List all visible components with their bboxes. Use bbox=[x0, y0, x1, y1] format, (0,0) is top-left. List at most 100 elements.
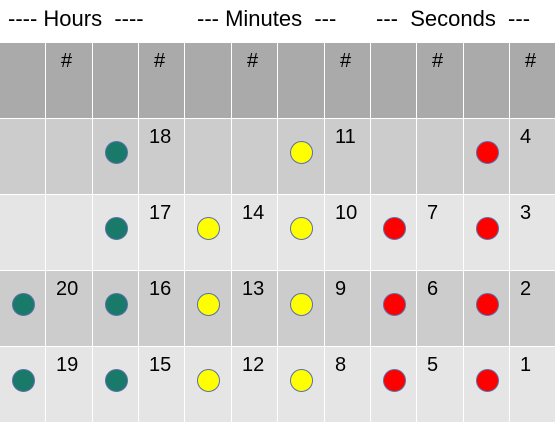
minutes-value-label: 13 bbox=[242, 278, 265, 300]
minutes-value-label: 14 bbox=[242, 202, 265, 224]
minutes-indicator-cell bbox=[185, 119, 232, 195]
column-header-indicator bbox=[464, 43, 510, 119]
hours-value-label: 16 bbox=[149, 278, 172, 300]
column-header-symbol: # bbox=[247, 50, 259, 72]
minutes-value-cell: 10 bbox=[325, 195, 371, 271]
hours-group-label: ---- Hours ---- bbox=[8, 6, 144, 31]
seconds-indicator-cell bbox=[464, 195, 510, 271]
seconds-value-label: 2 bbox=[520, 278, 532, 300]
minutes-value-cell: 14 bbox=[232, 195, 278, 271]
column-header-indicator bbox=[185, 43, 232, 119]
seconds-value-label: 1 bbox=[520, 354, 532, 376]
hours-indicator-cell bbox=[93, 119, 139, 195]
minutes-value-cell: 11 bbox=[325, 119, 371, 195]
minutes-value-label: 11 bbox=[335, 126, 356, 148]
seconds-indicator-cell bbox=[371, 195, 417, 271]
seconds-indicator-cell bbox=[464, 271, 510, 347]
seconds-value-cell: 7 bbox=[417, 195, 464, 271]
hours-value-cell: 20 bbox=[46, 271, 93, 347]
minutes-group-label: --- Minutes --- bbox=[197, 6, 337, 31]
seconds-value-label: 6 bbox=[427, 278, 439, 300]
hours-value-cell bbox=[46, 119, 93, 195]
minutes-value-cell: 13 bbox=[232, 271, 278, 347]
hours-indicator-cell bbox=[93, 271, 139, 347]
seconds-value-cell: 4 bbox=[510, 119, 556, 195]
minutes-dot-icon bbox=[290, 293, 313, 316]
seconds-indicator-cell bbox=[371, 271, 417, 347]
minutes-value-cell bbox=[232, 119, 278, 195]
seconds-dot-icon bbox=[475, 293, 499, 316]
seconds-dot-icon bbox=[475, 217, 499, 240]
seconds-indicator-cell bbox=[371, 119, 417, 195]
seconds-value-cell: 5 bbox=[417, 347, 464, 423]
column-header-indicator bbox=[371, 43, 417, 119]
hours-indicator-cell bbox=[0, 271, 46, 347]
hours-value-label: 20 bbox=[56, 278, 79, 300]
hours-indicator-cell bbox=[93, 195, 139, 271]
minutes-value-cell: 8 bbox=[325, 347, 371, 423]
seconds-value-cell: 1 bbox=[510, 347, 556, 423]
seconds-value-label: 3 bbox=[520, 202, 532, 224]
seconds-value-label: 7 bbox=[427, 202, 439, 224]
minutes-indicator-cell bbox=[278, 347, 325, 423]
minutes-indicator-cell bbox=[185, 271, 232, 347]
minutes-dot-icon bbox=[290, 369, 313, 392]
hours-dot-icon bbox=[11, 369, 35, 392]
minutes-dot-icon bbox=[197, 217, 220, 240]
seconds-indicator-cell bbox=[464, 347, 510, 423]
hours-value-cell: 19 bbox=[46, 347, 93, 423]
seconds-value-label: 5 bbox=[427, 354, 439, 376]
hours-value-label: 19 bbox=[56, 354, 79, 376]
hours-value-label: 18 bbox=[149, 126, 172, 148]
seconds-dot-icon bbox=[382, 369, 406, 392]
hours-value-label: 17 bbox=[149, 202, 172, 224]
minutes-dot-icon bbox=[197, 293, 220, 316]
hours-value-cell: 16 bbox=[139, 271, 185, 347]
clock-header: ---- Hours ---- --- Minutes --- --- Seco… bbox=[0, 0, 556, 43]
seconds-value-cell: 2 bbox=[510, 271, 556, 347]
column-header-symbol: # bbox=[61, 50, 73, 72]
hours-dot-icon bbox=[104, 293, 128, 316]
column-header-symbol: # bbox=[340, 50, 352, 72]
hours-value-cell: 18 bbox=[139, 119, 185, 195]
hours-dot-icon bbox=[104, 369, 128, 392]
column-header-number: # bbox=[232, 43, 278, 119]
seconds-group-label: --- Seconds --- bbox=[376, 6, 531, 31]
hours-dot-icon bbox=[104, 217, 128, 240]
hours-indicator-cell bbox=[0, 195, 46, 271]
column-header-indicator bbox=[0, 43, 46, 119]
hours-dot-icon bbox=[11, 293, 35, 316]
column-header-symbol: # bbox=[432, 50, 444, 72]
hours-value-cell: 15 bbox=[139, 347, 185, 423]
column-header-number: # bbox=[139, 43, 185, 119]
seconds-value-cell bbox=[417, 119, 464, 195]
seconds-value-cell: 3 bbox=[510, 195, 556, 271]
minutes-indicator-cell bbox=[185, 195, 232, 271]
minutes-indicator-cell bbox=[185, 347, 232, 423]
column-header-number: # bbox=[510, 43, 556, 119]
column-header-symbol: # bbox=[525, 50, 537, 72]
column-header-number: # bbox=[325, 43, 371, 119]
minutes-indicator-cell bbox=[278, 271, 325, 347]
hours-dot-icon bbox=[104, 141, 128, 164]
minutes-value-cell: 12 bbox=[232, 347, 278, 423]
seconds-indicator-cell bbox=[371, 347, 417, 423]
seconds-value-label: 4 bbox=[520, 126, 532, 148]
column-header-number: # bbox=[46, 43, 93, 119]
minutes-indicator-cell bbox=[278, 195, 325, 271]
seconds-dot-icon bbox=[382, 217, 406, 240]
seconds-value-cell: 6 bbox=[417, 271, 464, 347]
minutes-value-label: 10 bbox=[335, 202, 358, 224]
column-header-indicator bbox=[278, 43, 325, 119]
minutes-value-label: 8 bbox=[335, 354, 347, 376]
minutes-dot-icon bbox=[290, 141, 313, 164]
minutes-value-cell: 9 bbox=[325, 271, 371, 347]
seconds-indicator-cell bbox=[464, 119, 510, 195]
seconds-dot-icon bbox=[475, 369, 499, 392]
minutes-dot-icon bbox=[197, 369, 220, 392]
hours-value-cell: 17 bbox=[139, 195, 185, 271]
column-header-symbol: # bbox=[154, 50, 166, 72]
column-header-number: # bbox=[417, 43, 464, 119]
binary-clock-grid: # # # # # #18 11 4 17 14 10 7 3 20 16 13 9 6 2 19 15 12 8 5 1 bbox=[0, 43, 556, 423]
hours-indicator-cell bbox=[0, 347, 46, 423]
